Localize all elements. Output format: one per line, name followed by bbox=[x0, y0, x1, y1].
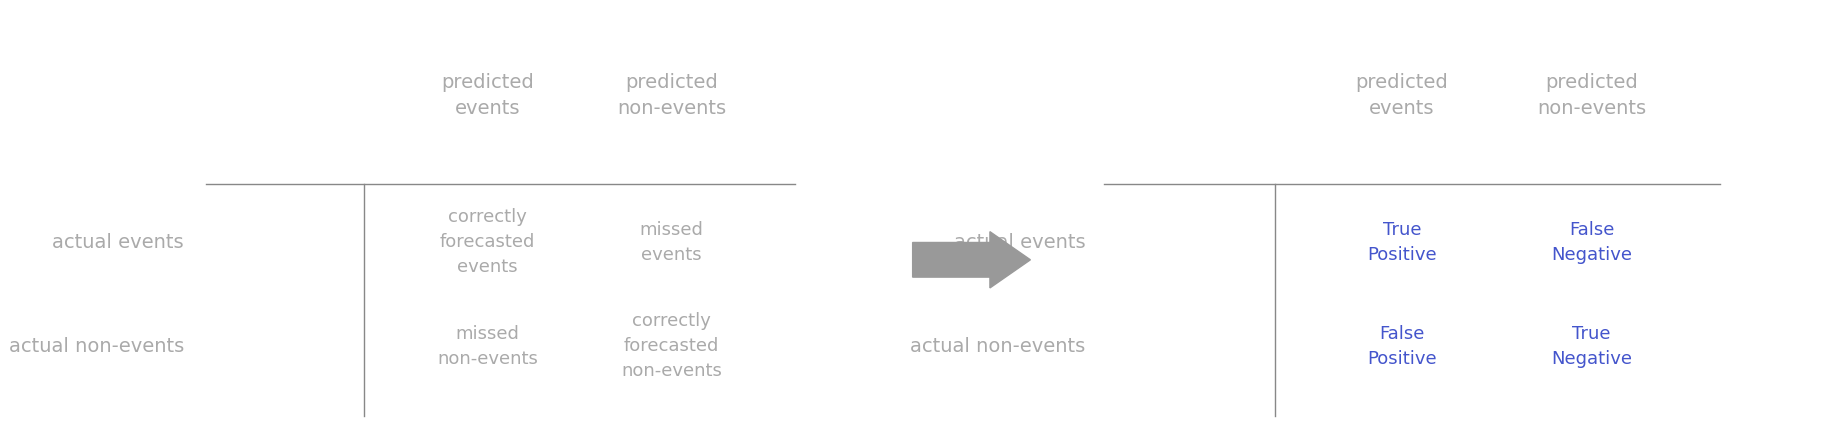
Text: True
Positive: True Positive bbox=[1366, 221, 1436, 264]
Text: predicted
non-events: predicted non-events bbox=[1536, 72, 1646, 118]
Text: False
Positive: False Positive bbox=[1366, 325, 1436, 368]
Text: actual events: actual events bbox=[51, 233, 184, 252]
FancyArrow shape bbox=[912, 232, 1030, 288]
Text: actual non-events: actual non-events bbox=[910, 337, 1085, 356]
Text: actual non-events: actual non-events bbox=[9, 337, 184, 356]
Text: True
Negative: True Negative bbox=[1550, 325, 1631, 368]
Text: actual events: actual events bbox=[953, 233, 1085, 252]
Text: missed
non-events: missed non-events bbox=[438, 325, 537, 368]
Text: predicted
non-events: predicted non-events bbox=[616, 72, 726, 118]
Text: predicted
events: predicted events bbox=[441, 72, 533, 118]
Text: False
Negative: False Negative bbox=[1550, 221, 1631, 264]
Text: correctly
forecasted
events: correctly forecasted events bbox=[440, 208, 535, 277]
Text: missed
events: missed events bbox=[640, 221, 702, 264]
Text: correctly
forecasted
non-events: correctly forecasted non-events bbox=[622, 312, 721, 381]
Text: predicted
events: predicted events bbox=[1355, 72, 1447, 118]
